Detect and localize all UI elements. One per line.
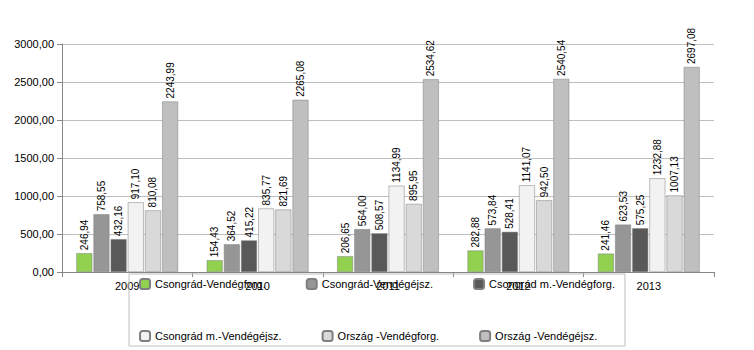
svg-text:154,43: 154,43 <box>209 226 220 257</box>
svg-text:Csongrád-Vendégéjsz.: Csongrád-Vendégéjsz. <box>322 278 433 290</box>
svg-text:623,53: 623,53 <box>618 191 629 222</box>
svg-text:573,84: 573,84 <box>487 194 498 225</box>
svg-text:2534,62: 2534,62 <box>425 40 436 77</box>
svg-text:528,41: 528,41 <box>504 198 515 229</box>
svg-text:Ország -Vendégforg.: Ország -Vendégforg. <box>338 330 440 342</box>
svg-text:1232,88: 1232,88 <box>652 139 663 176</box>
svg-text:Csongrád m.-Vendégforg.: Csongrád m.-Vendégforg. <box>489 278 615 290</box>
svg-text:3000,00: 3000,00 <box>14 38 54 50</box>
svg-text:575,25: 575,25 <box>635 194 646 225</box>
svg-text:246,94: 246,94 <box>79 219 90 250</box>
svg-text:0,00: 0,00 <box>33 266 54 278</box>
svg-text:282,88: 282,88 <box>470 216 481 247</box>
svg-text:2697,08: 2697,08 <box>686 27 697 64</box>
svg-text:508,57: 508,57 <box>374 199 385 230</box>
svg-text:1000,00: 1000,00 <box>14 190 54 202</box>
svg-text:2013: 2013 <box>637 280 661 292</box>
svg-text:Csongrád m.-Vendégéjsz.: Csongrád m.-Vendégéjsz. <box>155 330 282 342</box>
svg-text:810,08: 810,08 <box>147 176 158 207</box>
svg-text:206,65: 206,65 <box>340 222 351 253</box>
svg-text:821,69: 821,69 <box>278 176 289 207</box>
svg-text:2009: 2009 <box>115 279 140 292</box>
svg-text:432,16: 432,16 <box>113 205 124 236</box>
svg-text:Ország -Vendégéjsz.: Ország -Vendégéjsz. <box>495 330 597 342</box>
svg-text:364,52: 364,52 <box>226 210 237 241</box>
svg-text:2540,54: 2540,54 <box>556 39 567 76</box>
svg-text:1141,07: 1141,07 <box>521 146 532 182</box>
svg-text:2265,08: 2265,08 <box>295 60 306 97</box>
svg-text:835,77: 835,77 <box>261 174 272 205</box>
svg-text:500,00: 500,00 <box>20 228 54 240</box>
svg-text:Csongrád-Vendégforg.: Csongrád-Vendégforg. <box>155 278 266 290</box>
svg-text:2243,99: 2243,99 <box>165 62 176 99</box>
svg-text:241,46: 241,46 <box>600 220 611 251</box>
svg-text:2500,00: 2500,00 <box>14 76 54 88</box>
svg-text:564,00: 564,00 <box>357 195 368 226</box>
svg-text:758,55: 758,55 <box>96 180 107 211</box>
svg-text:917,10: 917,10 <box>130 168 141 199</box>
svg-text:2000,00: 2000,00 <box>14 114 54 126</box>
svg-text:942,50: 942,50 <box>539 166 550 197</box>
svg-text:1007,13: 1007,13 <box>669 156 680 193</box>
svg-text:1134,99: 1134,99 <box>391 147 402 183</box>
svg-text:895,95: 895,95 <box>408 170 419 201</box>
svg-text:415,22: 415,22 <box>244 206 255 237</box>
svg-text:1500,00: 1500,00 <box>14 152 54 164</box>
